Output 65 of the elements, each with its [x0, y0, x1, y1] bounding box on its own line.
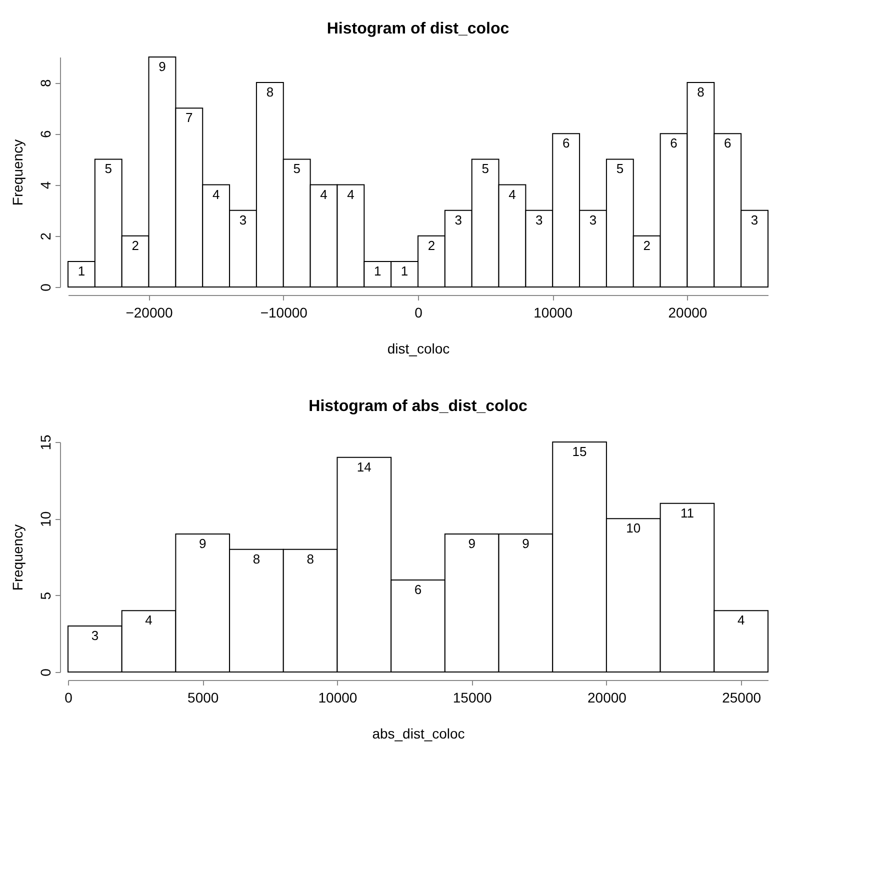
data-label: 15 [572, 444, 587, 459]
data-label: 9 [468, 536, 476, 551]
data-label: 5 [616, 161, 624, 176]
data-label: 9 [158, 59, 166, 74]
x-tick-label: 25000 [722, 690, 762, 706]
data-label: 14 [356, 459, 372, 474]
x-tick-label: 0 [64, 690, 73, 706]
data-label: 9 [522, 536, 530, 551]
data-label: 4 [320, 186, 328, 202]
data-label: 2 [132, 238, 139, 253]
x-axis-title: abs_dist_coloc [372, 726, 465, 742]
chart-title: Histogram of dist_coloc [326, 20, 510, 38]
data-label: 6 [670, 136, 678, 151]
x-tick-label: 10000 [534, 304, 573, 320]
data-label: 3 [91, 628, 99, 643]
data-label: 4 [737, 612, 745, 628]
data-label: 2 [643, 238, 650, 253]
data-label: 8 [697, 84, 704, 100]
data-label: 5 [104, 161, 112, 176]
data-label: 6 [724, 136, 732, 151]
data-label: 9 [199, 536, 206, 551]
y-tick-label: 6 [38, 130, 54, 138]
data-label: 4 [145, 612, 152, 628]
x-tick-label: 10000 [318, 690, 358, 706]
x-tick-label: 0 [414, 304, 423, 320]
data-label: 4 [347, 186, 354, 202]
x-tick-label: 5000 [188, 690, 219, 706]
data-label: 3 [750, 212, 758, 228]
y-tick-label: 0 [38, 283, 54, 292]
data-label: 8 [266, 84, 274, 100]
data-label: 2 [428, 238, 436, 253]
data-label: 3 [454, 212, 462, 228]
data-label: 5 [482, 161, 489, 176]
y-tick-label: 4 [38, 181, 54, 190]
x-tick-label: −10000 [260, 304, 308, 320]
x-tick-label: 15000 [452, 690, 492, 706]
data-label: 3 [589, 212, 597, 228]
data-label: 8 [252, 551, 260, 566]
data-label: 1 [374, 263, 382, 278]
x-tick-label: 20000 [587, 690, 627, 706]
y-tick-label: 5 [38, 592, 54, 600]
y-axis-title: Frequency [10, 524, 26, 591]
data-label: 10 [626, 520, 641, 536]
data-label: 3 [536, 212, 543, 228]
y-tick-label: 0 [38, 668, 54, 676]
data-label: 6 [414, 582, 422, 597]
chart-title: Histogram of abs_dist_coloc [308, 398, 528, 416]
data-label: 8 [306, 551, 314, 566]
y-axis-title: Frequency [10, 139, 26, 206]
y-tick-label: 2 [38, 232, 54, 240]
x-tick-label: 20000 [668, 304, 708, 320]
y-tick-label: 15 [38, 434, 54, 450]
data-label: 6 [562, 136, 570, 151]
data-label: 1 [78, 263, 86, 278]
x-tick-label: −20000 [126, 304, 174, 320]
data-label: 5 [293, 161, 300, 176]
data-label: 4 [212, 186, 220, 202]
data-label: 3 [239, 212, 247, 228]
data-label: 4 [508, 186, 516, 202]
x-axis-title: dist_coloc [387, 340, 450, 356]
data-label: 11 [680, 505, 694, 520]
data-label: 7 [186, 110, 193, 126]
data-label: 1 [400, 263, 408, 278]
y-tick-label: 10 [38, 511, 54, 527]
y-tick-label: 8 [38, 78, 54, 87]
